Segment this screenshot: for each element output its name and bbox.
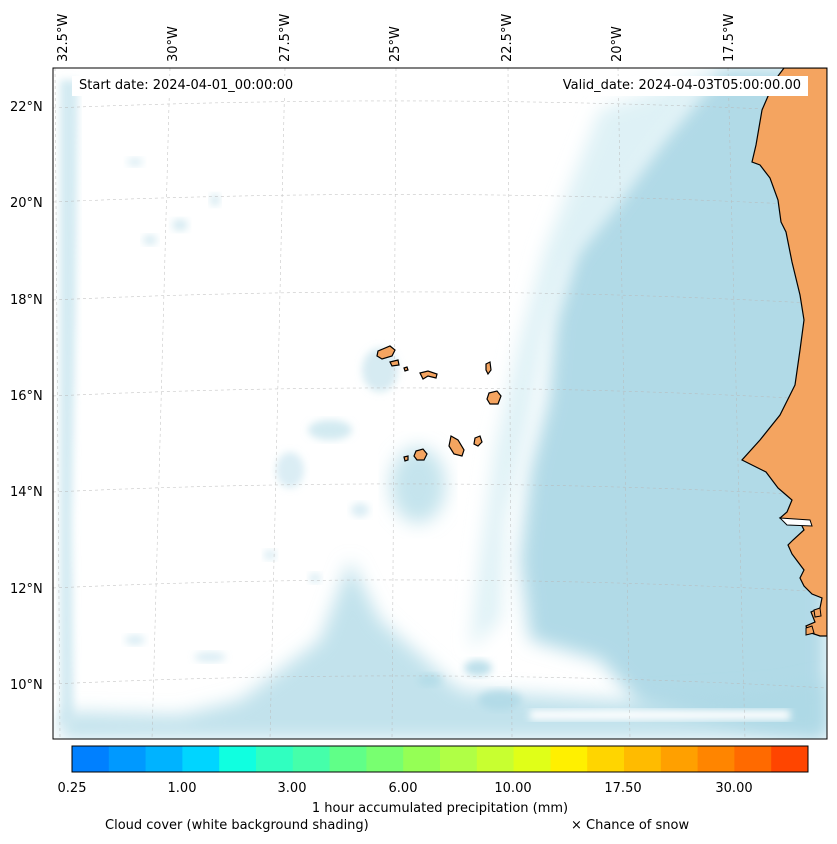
colorbar-tick-label: 6.00 (388, 781, 418, 796)
colorbar-tick-label: 30.00 (715, 781, 753, 796)
cloud-strip-west (60, 80, 78, 725)
coast-inlet-gambia (778, 517, 813, 527)
cloud-cover-shading (60, 68, 827, 739)
colorbar-tick-label: 10.00 (494, 781, 532, 796)
longitude-label: 27.5°W (278, 14, 293, 62)
cloud-patch-n (125, 635, 145, 645)
island-fogo (413, 448, 428, 461)
colorbar-segment (771, 746, 809, 772)
colorbar-segment (734, 746, 772, 772)
cloud-free-strip-south (530, 710, 790, 720)
cloud-patch-h (210, 194, 220, 206)
cloud-patch-cape-verde-south (390, 447, 446, 523)
cloud-band-east-light (470, 68, 720, 650)
colorbar-tick-labels: 0.25 1.00 3.00 6.00 10.00 17.50 30.00 (0, 781, 837, 797)
latitude-label: 14°N (10, 485, 43, 500)
cape-verde-islands (376, 345, 502, 462)
cloud-cover-legend: Cloud cover (white background shading) (105, 818, 369, 833)
colorbar-segment (329, 746, 367, 772)
cloud-band-east (520, 68, 827, 739)
cloud-patch-m (194, 652, 226, 662)
colorbar-segment (550, 746, 588, 772)
colorbar-segment (513, 746, 551, 772)
colorbar-segment (292, 746, 331, 772)
longitude-label: 17.5°W (722, 14, 737, 62)
colorbar-segment (366, 746, 404, 772)
latitude-label: 20°N (10, 196, 43, 211)
longitude-label: 25°W (388, 26, 403, 62)
island-sal (485, 361, 492, 376)
colorbar-segment (145, 746, 183, 772)
cloud-patch-f (172, 219, 188, 231)
graticule (53, 68, 827, 739)
cloud-patch-k (264, 550, 276, 560)
precipitation-colorbar (72, 746, 809, 772)
island-sao-nicolau (419, 370, 438, 380)
longitude-label: 22.5°W (500, 14, 515, 62)
colorbar-title: 1 hour accumulated precipitation (mm) (311, 801, 569, 816)
latitude-label: 12°N (10, 582, 43, 597)
latitude-label: 22°N (10, 100, 43, 115)
colorbar-segment (108, 746, 147, 772)
latitude-axis: 22°N 20°N 18°N 16°N 14°N 12°N 10°N (10, 100, 43, 693)
colorbar-tick-label: 1.00 (167, 781, 197, 796)
island-boa-vista (486, 390, 502, 405)
longitude-label: 32.5°W (56, 14, 71, 62)
island-brava (403, 455, 409, 462)
bissagos-island-a (805, 625, 815, 636)
island-santa-luzia (403, 366, 409, 372)
colorbar-outline (71, 745, 809, 773)
cloud-patch-a (308, 420, 352, 440)
colorbar-segment (72, 746, 110, 772)
colorbar-segment (256, 746, 294, 772)
colorbar-segment (403, 746, 441, 772)
colorbar-tick-label: 0.25 (57, 781, 87, 796)
cloud-patch-j (351, 503, 369, 517)
longitude-label: 20°W (610, 26, 625, 62)
valid-date-label: Valid_date: 2024-04-03T05:00:00.00 (555, 76, 808, 96)
longitude-axis: 32.5°W 30°W 27.5°W 25°W 22.5°W 20°W 17.5… (56, 14, 737, 62)
cloud-patch-c (464, 660, 492, 676)
cloud-patch-north-islands (362, 348, 398, 392)
cloud-patch-l (309, 573, 321, 583)
colorbar-segment (660, 746, 699, 772)
longitude-label: 30°W (166, 26, 181, 62)
cloud-patch-b (276, 452, 304, 488)
cloud-band-south (60, 560, 827, 739)
island-santo-antao (376, 345, 396, 360)
map-frame (52, 67, 828, 740)
colorbar-segment (219, 746, 257, 772)
start-date-label: Start date: 2024-04-01_00:00:00 (72, 76, 301, 96)
snow-legend: × Chance of snow (571, 818, 690, 833)
cloud-patch-i (127, 158, 143, 166)
cloud-patch-d (418, 674, 442, 686)
colorbar-segment (587, 746, 625, 772)
island-maio (473, 435, 483, 447)
latitude-label: 18°N (10, 293, 43, 308)
cloud-patch-e (478, 690, 522, 710)
island-sao-vicente (389, 359, 400, 367)
latitude-label: 10°N (10, 678, 43, 693)
colorbar-segment (697, 746, 735, 772)
colorbar-segment (624, 746, 662, 772)
island-santiago (448, 435, 465, 457)
colorbar-segment (476, 746, 515, 772)
cloud-patch-g (143, 235, 157, 245)
colorbar-segment (440, 746, 478, 772)
colorbar-segment (182, 746, 220, 772)
colorbar-tick-label: 17.50 (604, 781, 642, 796)
bissagos-island-b (813, 607, 822, 618)
latitude-label: 16°N (10, 389, 43, 404)
colorbar-tick-label: 3.00 (277, 781, 307, 796)
